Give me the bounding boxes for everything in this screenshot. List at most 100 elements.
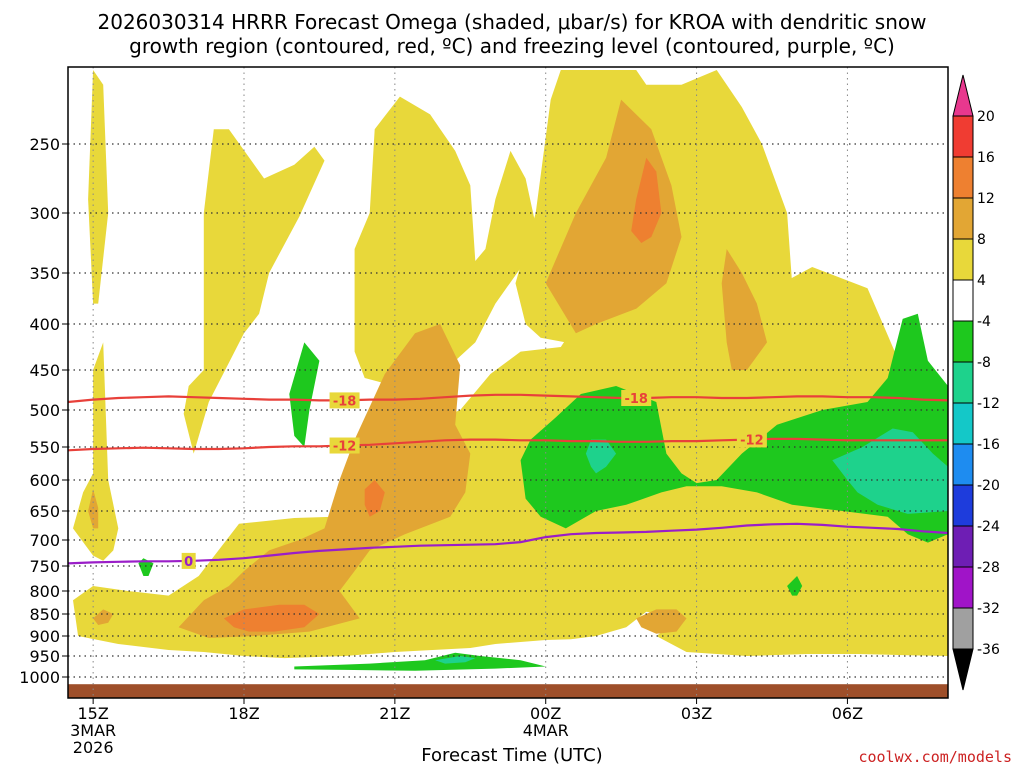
y-tick-label-400: 400 bbox=[29, 315, 60, 334]
omega-region-12-2 bbox=[631, 157, 662, 243]
y-tick-label-250: 250 bbox=[29, 135, 60, 154]
contour-m12-label-1: -12 bbox=[740, 433, 764, 448]
contour-m12-label-0: -12 bbox=[333, 440, 357, 455]
x-tick-label-21Z: 21Z bbox=[379, 704, 410, 723]
colorbar-label-m28: -28 bbox=[977, 560, 1000, 576]
colorbar-label-m24: -24 bbox=[977, 519, 1000, 535]
colorbar-box-3 bbox=[952, 197, 974, 240]
contour-m12-label-bg-0 bbox=[329, 437, 360, 454]
x-tick-label-18Z: 18Z bbox=[228, 704, 259, 723]
y-tick-label-700: 700 bbox=[29, 531, 60, 550]
contour-m12-line bbox=[68, 437, 948, 452]
omega-region-4-1 bbox=[656, 566, 948, 656]
contour-0-line bbox=[68, 522, 948, 565]
colorbar-bottom-triangle bbox=[952, 648, 974, 691]
colorbar-box-4 bbox=[952, 238, 974, 281]
grid-lines bbox=[68, 67, 948, 698]
plot-frame bbox=[67, 66, 949, 699]
colorbar-box-2 bbox=[952, 156, 974, 199]
colorbar-box-1 bbox=[952, 115, 974, 158]
chart-title-line1: 2026030314 HRRR Forecast Omega (shaded, … bbox=[97, 10, 927, 34]
colorbar-label-m16: -16 bbox=[977, 437, 1000, 453]
colorbar-label-12: 12 bbox=[977, 191, 995, 207]
omega-region-8-0 bbox=[88, 489, 99, 529]
omega-colorbar: 20 16 12 8 4 -4 -8 -12 -16 -20 -24 -28 -32 -36 bbox=[952, 74, 1000, 691]
terrain-fill bbox=[68, 684, 948, 698]
colorbar-box-13 bbox=[952, 607, 974, 650]
omega-region-8-1 bbox=[178, 324, 471, 638]
omega-region-m4-1 bbox=[289, 342, 320, 447]
omega-region-8-4 bbox=[721, 249, 767, 370]
colorbar-box-9 bbox=[952, 443, 974, 486]
y-tick-label-550: 550 bbox=[29, 438, 60, 457]
y-tick-label-800: 800 bbox=[29, 582, 60, 601]
colorbar-box-10 bbox=[952, 484, 974, 527]
omega-region-m4-0 bbox=[520, 313, 948, 543]
x-tick-sublabel-3MAR: 3MAR bbox=[70, 721, 116, 740]
colorbar-box-6 bbox=[952, 320, 974, 363]
x-tick-label-03Z: 03Z bbox=[681, 704, 712, 723]
y-tick-label-850: 850 bbox=[29, 605, 60, 624]
colorbar-label-16: 16 bbox=[977, 150, 995, 166]
y-tick-label-1000: 1000 bbox=[19, 668, 60, 687]
colorbar-label-m36: -36 bbox=[977, 642, 1000, 658]
colorbar-box-12 bbox=[952, 566, 974, 609]
x-tick-label-06Z: 06Z bbox=[832, 704, 863, 723]
omega-region-12-1 bbox=[364, 480, 385, 517]
omega-region-m4-3 bbox=[787, 576, 803, 596]
omega-region-4-4 bbox=[183, 129, 325, 454]
colorbar-label-m20: -20 bbox=[977, 478, 1000, 494]
y-tick-label-350: 350 bbox=[29, 264, 60, 283]
omega-region-m4-2 bbox=[138, 558, 154, 576]
y-tick-label-650: 650 bbox=[29, 502, 60, 521]
omega-shading bbox=[73, 70, 948, 671]
omega-region-m8-2 bbox=[435, 656, 476, 664]
colorbar-label-4: 4 bbox=[977, 273, 986, 289]
axis-labels: 250 300 350 400 450 500 550 600 650 700 750 800 850 9… bbox=[19, 135, 863, 757]
omega-region-4-5 bbox=[354, 96, 536, 386]
contour-m18-label-0: -18 bbox=[333, 394, 357, 409]
omega-region-m8-0 bbox=[585, 439, 617, 474]
y-tick-label-450: 450 bbox=[29, 361, 60, 380]
colorbar-label-m32: -32 bbox=[977, 601, 1000, 617]
contour-0-label-0: 0 bbox=[184, 555, 193, 570]
contour-m18-line bbox=[68, 393, 948, 404]
contour-m18-label-bg-0 bbox=[329, 392, 360, 409]
plot-border bbox=[67, 66, 949, 699]
omega-region-m4-4 bbox=[294, 652, 546, 671]
colorbar-label-m12: -12 bbox=[977, 396, 1000, 412]
y-tick-label-300: 300 bbox=[29, 204, 60, 223]
y-tick-label-950: 950 bbox=[29, 647, 60, 666]
omega-region-4-2 bbox=[73, 342, 119, 561]
y-tick-label-750: 750 bbox=[29, 557, 60, 576]
colorbar-label-8: 8 bbox=[977, 232, 986, 248]
contour-m18-label-bg-1 bbox=[621, 390, 652, 406]
colorbar-box-7 bbox=[952, 361, 974, 404]
colorbar-top-triangle bbox=[952, 74, 974, 117]
colorbar-box-5 bbox=[952, 279, 974, 322]
omega-region-m8-1 bbox=[832, 428, 948, 514]
omega-region-8-5 bbox=[636, 609, 687, 634]
ground-layer bbox=[68, 684, 948, 698]
x-tick-label-00Z: 00Z bbox=[530, 704, 561, 723]
x-tick-sublabel-4MAR: 4MAR bbox=[523, 721, 569, 740]
colorbar-box-8 bbox=[952, 402, 974, 445]
y-tick-label-500: 500 bbox=[29, 401, 60, 420]
temperature-contours: -18 -18 -12 -12 0 bbox=[68, 390, 948, 570]
omega-region-12-0 bbox=[223, 604, 320, 632]
colorbar-label-m8: -8 bbox=[977, 355, 991, 371]
omega-region-8-3 bbox=[545, 99, 682, 334]
colorbar-label-m4: -4 bbox=[977, 314, 991, 330]
contour-m12-label-bg-1 bbox=[736, 431, 767, 448]
x-tick-label-15Z: 15Z bbox=[77, 704, 108, 723]
x-axis-label: Forecast Time (UTC) bbox=[421, 745, 603, 766]
contour-0-label-bg-0 bbox=[181, 552, 196, 569]
source-credit: coolwx.com/models bbox=[858, 748, 1012, 766]
y-tick-label-900: 900 bbox=[29, 627, 60, 646]
colorbar-box-11 bbox=[952, 525, 974, 568]
colorbar-label-20: 20 bbox=[977, 109, 995, 125]
y-tick-label-600: 600 bbox=[29, 471, 60, 490]
omega-region-8-2 bbox=[93, 609, 114, 625]
omega-region-4-3 bbox=[88, 70, 109, 304]
contour-m18-label-1: -18 bbox=[624, 392, 648, 407]
